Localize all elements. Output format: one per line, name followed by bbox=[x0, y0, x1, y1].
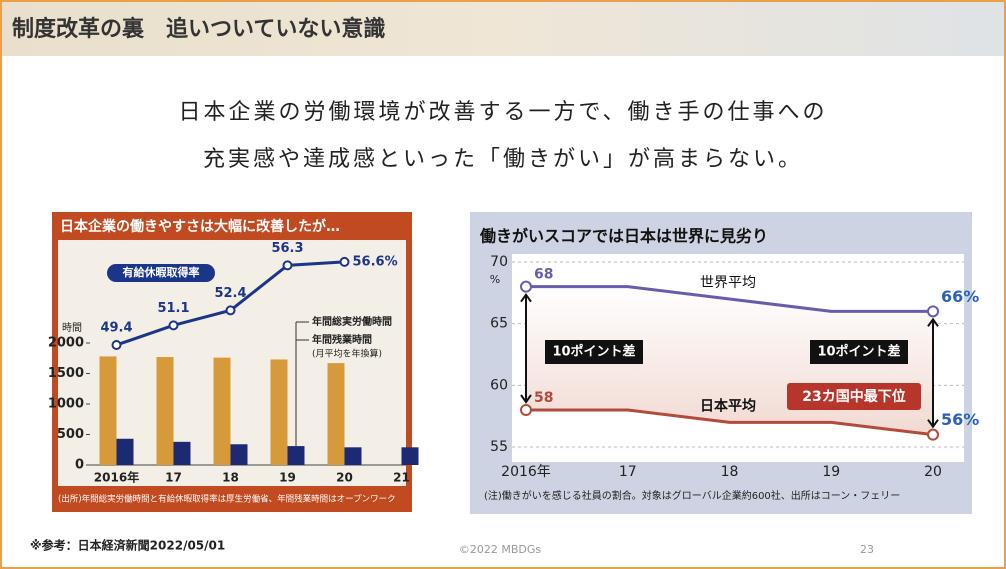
bar bbox=[287, 446, 305, 465]
legend-label: 年間残業時間 bbox=[312, 333, 372, 346]
chart-title: 日本企業の働きやすさは大幅に改善したが… bbox=[60, 218, 340, 235]
annotation: 10ポイント差 bbox=[552, 344, 635, 360]
lead-line: 日本企業の労働環境が改善する一方で、働き手の仕事への bbox=[178, 100, 827, 125]
annotation-box bbox=[787, 383, 921, 410]
legend-box bbox=[107, 264, 215, 282]
x-tick-label: 2016年 bbox=[501, 464, 551, 480]
x-tick-label: 20 bbox=[336, 471, 353, 485]
line bbox=[526, 285, 933, 313]
slide-title: 制度改革の裏 追いついていない意識 bbox=[12, 16, 385, 42]
bar bbox=[173, 441, 191, 465]
bar bbox=[230, 444, 248, 465]
legend-label: 有給休暇取得率 bbox=[123, 265, 200, 279]
line bbox=[526, 408, 934, 437]
x-tick-label: 19 bbox=[279, 471, 296, 485]
chart-source: (出所)年間総実労働時間と有給休暇取得率は厚生労働省、年間残業時間はオープンワー… bbox=[58, 494, 396, 505]
data-label: 66% bbox=[941, 287, 979, 306]
annotation: 23カ国中最下位 bbox=[802, 388, 905, 405]
legend-label: 年間総実労働時間 bbox=[312, 315, 392, 328]
point bbox=[111, 339, 122, 350]
point bbox=[520, 404, 532, 416]
bar bbox=[270, 359, 288, 465]
bar bbox=[116, 438, 134, 465]
point bbox=[282, 260, 293, 271]
page-number: 23 bbox=[860, 543, 874, 556]
lead-line: 充実感や達成感といった「働きがい」が高まらない。 bbox=[203, 147, 803, 172]
data-label: 56% bbox=[941, 410, 979, 429]
legend-note: (月平均を年換算) bbox=[312, 348, 382, 360]
y-tick-label: 60 bbox=[490, 377, 508, 393]
y-tick-label: 1500 bbox=[48, 366, 84, 381]
x-tick-label: 20 bbox=[924, 464, 942, 480]
data-label: 68 bbox=[534, 267, 553, 283]
bar bbox=[327, 363, 345, 465]
data-label: 52.4 bbox=[214, 286, 246, 301]
bar bbox=[401, 447, 419, 465]
data-label: 56.3 bbox=[271, 241, 303, 256]
data-label: 51.1 bbox=[157, 301, 189, 316]
x-tick-label: 18 bbox=[721, 464, 739, 480]
y-tick-label: 65 bbox=[490, 316, 508, 332]
arrow-head bbox=[927, 317, 939, 429]
annotation-box bbox=[810, 340, 908, 364]
y-unit: % bbox=[490, 273, 500, 286]
reference: ※参考：日本経済新聞2022/05/01 bbox=[30, 538, 225, 553]
y-axis-label: 時間 bbox=[62, 322, 82, 334]
x-tick-label: 17 bbox=[165, 471, 182, 485]
point bbox=[927, 305, 939, 318]
chart-title: 働きがいスコアでは日本は世界に見劣り bbox=[479, 227, 768, 246]
chart-note: (注)働きがいを感じる社員の割合。対象はグローバル企業約600社、出所はコーン・… bbox=[484, 489, 900, 502]
annotation-box bbox=[545, 340, 643, 364]
point bbox=[339, 256, 350, 267]
y-tick-label: 0 bbox=[75, 458, 84, 473]
y-tick-label: 55 bbox=[490, 439, 508, 455]
point bbox=[927, 428, 939, 441]
annotation: 10ポイント差 bbox=[817, 344, 900, 360]
y-tick-label: 2000 bbox=[48, 336, 84, 351]
series-label: 日本平均 bbox=[700, 397, 756, 414]
x-tick-label: 17 bbox=[619, 464, 637, 480]
x-tick-label: 21 bbox=[393, 471, 410, 485]
y-tick-label: 1000 bbox=[48, 397, 84, 412]
bar bbox=[99, 356, 117, 465]
x-tick-label: 18 bbox=[222, 471, 239, 485]
point bbox=[168, 320, 179, 331]
bar bbox=[213, 357, 231, 465]
copyright: ©2022 MBDGs bbox=[459, 543, 542, 556]
data-label: 56.6% bbox=[353, 254, 398, 269]
bar bbox=[344, 447, 362, 465]
y-tick-label: 70 bbox=[490, 254, 508, 270]
point bbox=[225, 305, 236, 316]
data-label: 58 bbox=[534, 390, 553, 406]
y-tick-label: 500 bbox=[57, 427, 84, 442]
bar bbox=[156, 357, 174, 465]
data-label: 49.4 bbox=[100, 320, 132, 335]
x-tick-label: 19 bbox=[822, 464, 840, 480]
arrow-head bbox=[520, 292, 532, 404]
banner bbox=[2, 2, 1004, 56]
series-label: 世界平均 bbox=[700, 275, 756, 291]
x-tick-label: 2016年 bbox=[94, 470, 139, 485]
point bbox=[520, 280, 532, 293]
